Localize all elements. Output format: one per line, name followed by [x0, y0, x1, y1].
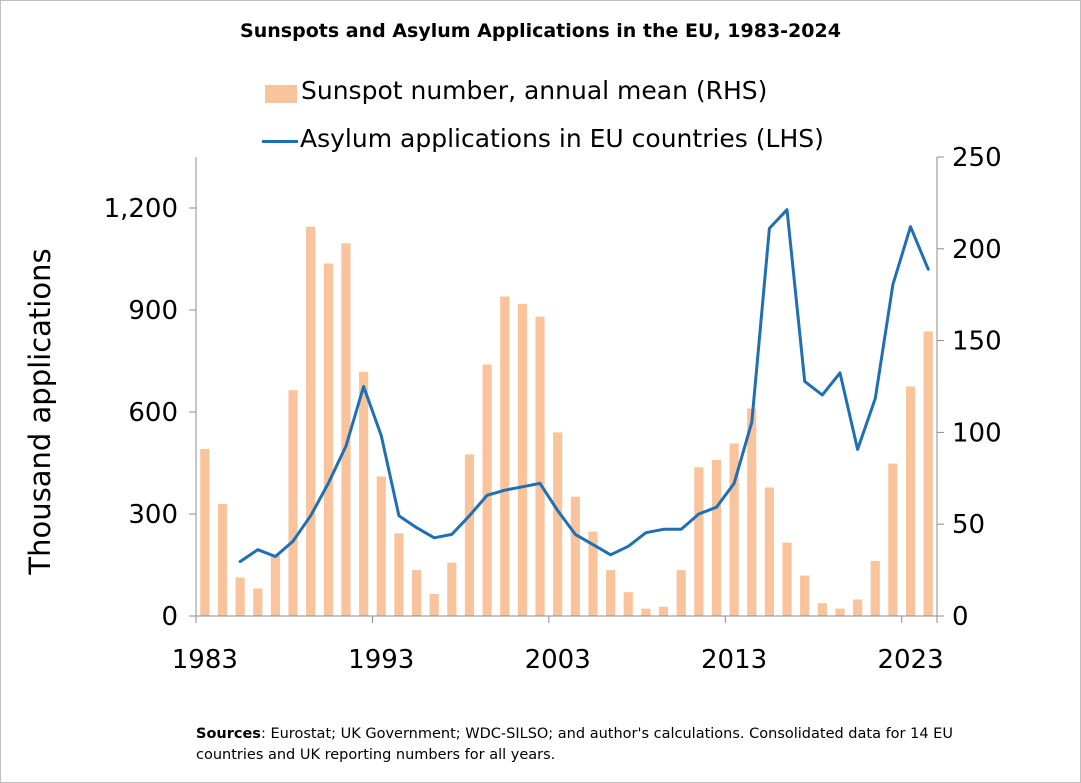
sunspot-bar-2006 [606, 570, 616, 616]
legend-swatch-line [262, 140, 298, 143]
sunspot-bar-2000 [500, 296, 510, 616]
right-tick-label-0: 0 [952, 602, 969, 632]
sunspot-bar-1998 [464, 454, 475, 616]
sunspot-bar-2014 [747, 408, 757, 616]
source-label: Sources [196, 726, 261, 742]
sunspot-bar-1996 [429, 593, 439, 616]
sunspot-bar-2009 [658, 606, 669, 616]
left-tick-label-300: 300 [128, 500, 178, 530]
sunspot-bar-2010 [676, 570, 686, 616]
left-tick-label-0: 0 [161, 602, 178, 632]
sunspot-bar-1988 [288, 390, 298, 616]
sunspot-bar-2021 [870, 560, 880, 616]
sunspot-bar-2019 [835, 608, 845, 616]
sunspot-bar-1984 [217, 504, 228, 616]
sunspot-bar-1993 [376, 476, 386, 616]
x-tick-label-2013: 2013 [701, 645, 767, 675]
sunspot-bar-2022 [888, 463, 898, 616]
sunspot-bar-2023 [905, 386, 916, 616]
left-tick-label-1200: 1,200 [104, 194, 178, 224]
x-tick-label-1983: 1983 [172, 645, 238, 675]
legend-label-asylum: Asylum applications in EU countries (LHS… [300, 124, 824, 153]
sunspot-bar-1983 [200, 448, 210, 616]
axis-labels: 0 300 600 900 1,200 0 50 100 150 200 250 1983 1993 20… [23, 143, 1002, 675]
legend-label-sunspots: Sunspot number, annual mean (RHS) [301, 76, 768, 105]
sunspot-bar-2016 [782, 542, 792, 616]
sunspot-bar-2002 [535, 316, 545, 616]
sunspot-bar-2015 [764, 487, 774, 616]
sunspot-bar-1987 [270, 555, 280, 616]
sunspot-bar-1986 [253, 588, 263, 616]
sunspot-bar-2024 [923, 331, 933, 616]
sunspot-bar-1994 [394, 533, 404, 616]
sunspot-bars [200, 226, 933, 617]
sunspot-bar-2011 [694, 467, 704, 616]
right-tick-label-250: 250 [952, 143, 1002, 173]
sunspot-bar-2013 [729, 443, 739, 616]
asylum-line [238, 208, 930, 564]
sunspot-bar-1997 [447, 562, 457, 616]
sunspot-bar-1999 [482, 364, 492, 616]
sunspot-bar-2017 [800, 575, 810, 616]
sunspot-bar-2005 [588, 531, 598, 616]
sunspot-bar-1991 [341, 243, 351, 617]
sunspot-bar-1990 [323, 263, 333, 616]
sunspot-bar-2008 [641, 608, 651, 616]
right-tick-label-50: 50 [952, 510, 985, 540]
x-tick-label-2003: 2003 [525, 645, 591, 675]
right-tick-label-100: 100 [952, 418, 1002, 448]
sunspot-bar-1989 [306, 226, 316, 616]
sunspot-bar-2020 [853, 599, 863, 616]
sunspot-bar-2007 [623, 592, 633, 616]
y-axis-title-left: Thousand applications [23, 248, 57, 575]
source-text: : Eurostat; UK Government; WDC-SILSO; an… [196, 726, 953, 763]
sunspot-bar-2004 [570, 496, 580, 616]
chart-title: Sunspots and Asylum Applications in the … [240, 20, 841, 42]
sunspot-bar-1992 [359, 371, 369, 616]
right-tick-label-200: 200 [952, 235, 1002, 265]
sunspot-bar-2018 [817, 603, 827, 616]
left-tick-label-600: 600 [128, 398, 178, 428]
source-note: Sources: Eurostat; UK Government; WDC-SI… [196, 724, 956, 766]
x-tick-label-1993: 1993 [348, 645, 414, 675]
asylum-series-line [238, 208, 930, 564]
x-tick-label-2023: 2023 [877, 645, 943, 675]
legend-swatch-bar [265, 85, 297, 103]
left-tick-label-900: 900 [128, 296, 178, 326]
sunspot-bar-1985 [235, 577, 245, 616]
sunspot-bar-2012 [711, 459, 722, 616]
right-tick-label-150: 150 [952, 327, 1002, 357]
sunspot-bar-1995 [411, 570, 422, 616]
axes [189, 156, 944, 623]
sunspot-bar-2003 [553, 432, 563, 616]
sunspot-bar-2001 [517, 303, 527, 616]
